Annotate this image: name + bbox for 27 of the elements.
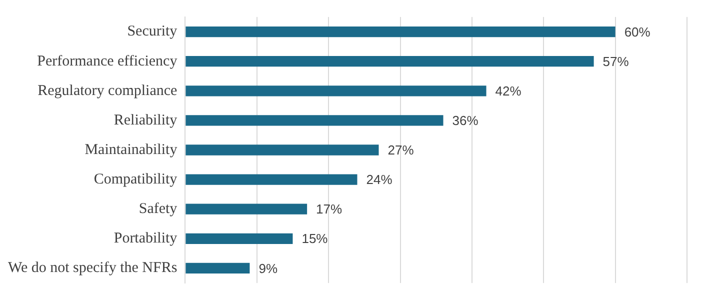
bar: [186, 56, 594, 67]
y-tick-label: Portability: [114, 230, 178, 247]
bar: [186, 174, 358, 185]
data-label: 57%: [602, 54, 630, 69]
data-label: 17%: [316, 202, 343, 217]
y-tick-label: Safety: [138, 201, 178, 218]
y-tick-label: Security: [127, 24, 178, 40]
data-label: 27%: [388, 142, 414, 158]
bar: [186, 233, 293, 244]
data-label: 9%: [258, 260, 278, 276]
y-tick-label: Maintainability: [84, 142, 178, 158]
bar: [186, 26, 616, 38]
y-tick-label: Reliability: [114, 112, 178, 128]
data-label: 60%: [624, 24, 651, 40]
data-label: 15%: [302, 231, 328, 246]
y-tick-label: We do not specify the NFRs: [8, 260, 178, 276]
y-tick-label: Regulatory compliance: [38, 82, 178, 99]
data-label: 24%: [366, 172, 393, 188]
bar: [186, 144, 379, 156]
bar: [186, 262, 250, 274]
bar: [186, 204, 308, 214]
y-tick-label: Performance efficiency: [37, 53, 178, 70]
bar: [186, 86, 486, 96]
y-tick-label: Compatibility: [94, 171, 178, 188]
data-label: 36%: [452, 113, 479, 128]
data-label: 42%: [495, 83, 522, 98]
bar: [186, 115, 444, 126]
